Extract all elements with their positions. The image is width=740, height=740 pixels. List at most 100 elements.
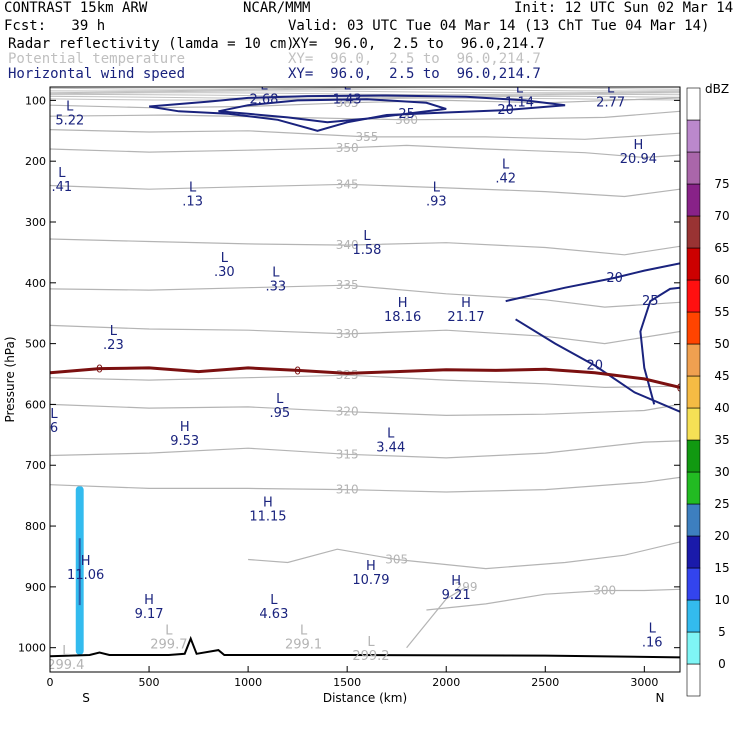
terrain-line: [50, 635, 680, 659]
extremum-type-L: L: [58, 166, 66, 181]
y-axis-label: Pressure (hPa): [3, 336, 17, 422]
colorbar-level-label: 30: [714, 465, 729, 479]
colorbar: dBZ 0 5 10 15 20 25 30 35 40 45 50 55 60 65 70 75: [686, 82, 730, 697]
extremum-value: 9.21: [442, 588, 471, 603]
colorbar-level-label: 5: [718, 625, 726, 639]
extremum-type-H: H: [634, 138, 644, 153]
init-time: Init: 12 UTC Sun 02 Mar 14: [514, 0, 734, 16]
extremum-type-L: L: [649, 621, 657, 636]
extremum-type-L: L: [62, 644, 70, 659]
extremum-type-L: L: [260, 78, 268, 93]
extremum-type-L: L: [66, 100, 74, 115]
extremum-type-L: L: [50, 407, 58, 422]
colorbar-level-label: 50: [714, 337, 729, 351]
extremum-value: 9.53: [170, 434, 199, 449]
extremum-value: .42: [495, 171, 516, 186]
field-xy-theta: XY= 96.0, 2.5 to 96.0,214.7: [288, 51, 541, 67]
colorbar-swatch: [686, 631, 701, 665]
colorbar-swatch: [686, 535, 701, 569]
colorbar-level-label: 65: [714, 241, 729, 255]
north-end-label: N: [656, 691, 665, 705]
plot-frame: [49, 86, 681, 673]
colorbar-swatch: [686, 599, 701, 633]
freezing-level-label: 0: [294, 364, 301, 377]
wind-contour: [639, 286, 680, 405]
colorbar-level-label: 15: [714, 561, 729, 575]
stratosphere-theta-line: [50, 90, 680, 94]
extremum-value: 1.14: [505, 95, 534, 110]
extremum-value: 3.44: [376, 440, 405, 455]
extremum-value: 18.16: [384, 310, 421, 325]
extremum-type-L: L: [276, 392, 284, 407]
extremum-value: 20.94: [620, 152, 657, 167]
theta-contour-label: 300: [593, 584, 616, 598]
extremum-value: 6: [50, 421, 58, 436]
x-tick-label: 500: [139, 676, 160, 689]
extremum-type-H: H: [81, 554, 91, 569]
theta-contour-label: 355: [356, 130, 379, 144]
x-tick-label: 1000: [234, 676, 262, 689]
colorbar-level-label: 10: [714, 593, 729, 607]
field-xy-reflectivity: XY= 96.0, 2.5 to 96.0,214.7: [292, 36, 545, 52]
colorbar-swatch: [686, 311, 701, 345]
extremum-type-L: L: [363, 229, 371, 244]
colorbar-level-label: 55: [714, 305, 729, 319]
extremum-type-H: H: [263, 496, 273, 511]
extremum-type-L: L: [165, 623, 173, 638]
extremum-value: 11.15: [249, 510, 286, 525]
colorbar-level-label: 25: [714, 497, 729, 511]
wind-contour: [218, 98, 447, 124]
y-tick-label: 300: [25, 216, 46, 229]
theta-contour: [50, 183, 680, 198]
x-tick-label: 0: [47, 676, 54, 689]
extremum-value: 1.58: [353, 243, 382, 258]
theta-contour-label: 350: [336, 141, 359, 155]
forecast-hour: Fcst: 39 h: [4, 18, 106, 34]
theta-contour: [248, 541, 680, 570]
colorbar-level-label: 40: [714, 401, 729, 415]
y-tick-label: 100: [25, 94, 46, 107]
extremum-value: .93: [426, 195, 447, 210]
theta-contour: [50, 324, 680, 345]
valid-time: Valid: 03 UTC Tue 04 Mar 14 (13 ChT Tue …: [288, 18, 710, 34]
wind-contour: [505, 262, 680, 303]
model-title: CONTRAST 15km ARW: [4, 0, 148, 16]
theta-contour-label: 315: [336, 447, 359, 461]
colorbar-swatch: [686, 183, 701, 217]
theta-contour: [50, 129, 680, 140]
extremum-type-L: L: [502, 157, 510, 172]
colorbar-swatch: [686, 343, 701, 377]
colorbar-swatch: [686, 87, 701, 121]
colorbar-title: dBZ: [705, 82, 729, 96]
extremum-value: .30: [214, 265, 235, 280]
extremum-type-H: H: [366, 559, 376, 574]
theta-contour-label: 335: [336, 278, 359, 292]
colorbar-level-label: 0: [718, 657, 726, 671]
theta-contour-label: 299: [455, 580, 478, 594]
extremum-value: 4.63: [259, 607, 288, 622]
x-tick-label: 2500: [531, 676, 559, 689]
stratosphere-theta-line: [50, 95, 680, 99]
extremum-value: 2.77: [596, 95, 625, 110]
extremum-type-L: L: [387, 426, 395, 441]
colorbar-swatch: [686, 119, 701, 153]
extremum-type-H: H: [144, 593, 154, 608]
wind-contour-label: 20: [497, 103, 514, 118]
theta-contour-label: 310: [336, 483, 359, 497]
x-tick-label: 1500: [333, 676, 361, 689]
colorbar-swatch: [686, 375, 701, 409]
colorbar-swatch: [686, 279, 701, 313]
wind-contour-label: 20: [587, 359, 604, 374]
x-axis-label: Distance (km): [323, 691, 407, 705]
extremum-value: .41: [52, 180, 73, 195]
y-tick-label: 900: [25, 581, 46, 594]
extremum-value: 1.43: [333, 92, 362, 107]
y-tick-label: 400: [25, 277, 46, 290]
extremum-type-H: H: [398, 296, 408, 311]
theta-contour: [50, 403, 680, 417]
y-tick-label: 700: [25, 459, 46, 472]
extremum-value: 21.17: [447, 310, 484, 325]
extremum-value: 299.2: [352, 649, 389, 664]
extremum-type-L: L: [607, 81, 615, 96]
